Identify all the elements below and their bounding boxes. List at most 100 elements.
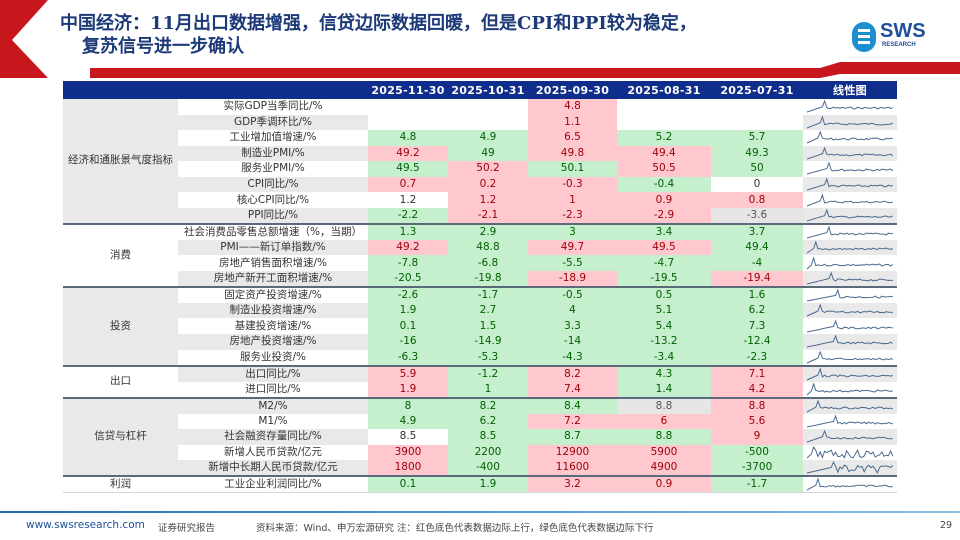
logo-subtext: RESEARCH xyxy=(882,42,916,48)
table-row: M1/% 4.9 6.2 7.2 6 5.6 xyxy=(63,413,897,430)
sparkline-graph xyxy=(806,303,893,317)
indicator-label: 房地产投资增速/% xyxy=(178,334,368,350)
value-cell: 4900 xyxy=(617,460,711,477)
value-cell: 50.5 xyxy=(617,161,711,177)
sparkline xyxy=(803,334,897,350)
value-cell: 0.1 xyxy=(368,475,448,494)
indicator-label: 出口同比/% xyxy=(178,364,368,382)
value-cell: 1.4 xyxy=(617,381,711,398)
indicator-label: 服务业PMI/% xyxy=(241,162,305,175)
value-cell: -5.5 xyxy=(528,255,617,271)
value-cell: 5.1 xyxy=(617,302,711,319)
value-cell: 0.8 xyxy=(711,192,803,208)
value-cell: 2200 xyxy=(448,444,528,461)
value-cell: 3900 xyxy=(368,444,448,461)
value-cell: 0.9 xyxy=(617,475,711,494)
value-cell: -19.5 xyxy=(617,270,711,287)
value-cell: 4.2 xyxy=(711,381,803,398)
sparkline xyxy=(803,285,897,303)
value-cell: -2.6 xyxy=(368,285,448,303)
value-cell: 3.4 xyxy=(617,222,711,240)
value-cell xyxy=(711,99,803,115)
table-row: 信贷与杠杆 M2/% 8 8.2 8.4 8.8 8.8 xyxy=(63,396,897,477)
value-cell xyxy=(368,115,448,131)
value-cell: 50.1 xyxy=(528,161,617,177)
sparkline-graph xyxy=(806,414,893,428)
sparkline-graph xyxy=(806,240,893,254)
sparkline xyxy=(803,414,897,430)
table-row: CPI同比/% 0.7 0.2 -0.3 -0.4 0 xyxy=(63,176,897,193)
value-cell: -5.3 xyxy=(448,349,528,366)
indicator-label: 房地产销售面积增速/% xyxy=(218,256,327,269)
value-cell: 49.4 xyxy=(711,239,803,256)
column-header: 线性图 xyxy=(803,81,897,99)
sparkline xyxy=(803,114,897,131)
table-header-row: 2025-11-30 2025-10-31 2025-09-30 2025-08-31… xyxy=(63,81,897,99)
indicator-table: 2025-11-30 2025-10-31 2025-09-30 2025-08-31… xyxy=(63,81,897,494)
value-cell: -18.9 xyxy=(528,270,617,287)
value-cell: 0.9 xyxy=(617,192,711,208)
sparkline xyxy=(803,381,897,398)
value-cell: 4.3 xyxy=(617,364,711,382)
table-row: 房地产投资增速/% -16 -14.9 -14 -13.2 -12.4 xyxy=(63,334,897,350)
value-cell: 49.2 xyxy=(368,145,448,162)
sparkline-graph xyxy=(806,461,894,475)
sparkline xyxy=(803,239,897,256)
indicator-label: 房地产新开工面积增速/% xyxy=(178,270,368,287)
value-cell: 9 xyxy=(711,429,803,445)
sparkline-graph xyxy=(806,445,894,459)
logo-icon xyxy=(852,22,876,52)
value-cell: -6.3 xyxy=(368,349,448,366)
table-row: 利润 工业企业利润同比/% 0.1 1.9 3.2 0.9 -1.7 xyxy=(63,475,897,494)
value-cell: 8.2 xyxy=(528,364,617,382)
table-row: 制造业投资增速/% 1.9 2.7 4 5.1 6.2 xyxy=(63,302,897,319)
indicator-label: PMI——新订单指数/% xyxy=(178,239,368,256)
indicator-label: 服务业投资/% xyxy=(239,350,306,363)
value-cell: -0.4 xyxy=(617,176,711,193)
sparkline-graph xyxy=(806,288,893,302)
value-cell: -500 xyxy=(711,444,803,461)
group-label: 出口 xyxy=(63,364,178,398)
value-cell xyxy=(617,115,711,131)
value-cell: 1.9 xyxy=(368,381,448,398)
value-cell: 7.3 xyxy=(711,318,803,335)
value-cell: 8 xyxy=(368,396,448,414)
group-label: 利润 xyxy=(63,475,178,494)
value-cell: 49.5 xyxy=(368,161,448,177)
value-cell: 1 xyxy=(528,192,617,208)
sparkline-graph xyxy=(806,161,894,175)
sparkline xyxy=(803,302,897,319)
value-cell: 0 xyxy=(753,178,761,190)
sparkline xyxy=(803,445,897,461)
table-row: 经济和通胀景气度指标 实际GDP当季同比/% 4.8 xyxy=(63,99,897,224)
value-cell: 8.5 xyxy=(399,430,417,443)
indicator-label: M1/% xyxy=(258,414,288,427)
sparkline-graph xyxy=(806,99,893,113)
page-number: 29 xyxy=(940,520,953,531)
footer-doc-type: 证券研究报告 xyxy=(158,523,216,534)
table-row: PMI——新订单指数/% 49.2 48.8 49.7 49.5 49.4 xyxy=(63,239,897,256)
sparkline-graph xyxy=(806,130,893,144)
value-cell: -3.4 xyxy=(617,349,711,366)
sparkline xyxy=(803,364,897,382)
footer-url[interactable]: www.swsresearch.com xyxy=(26,519,145,531)
indicator-label: 新增中长期人民币贷款/亿元 xyxy=(178,460,368,477)
value-cell: 0.7 xyxy=(368,176,448,193)
group-label: 消费 xyxy=(63,222,178,287)
value-cell: 8.2 xyxy=(448,396,528,414)
table-row: 社会融资存量同比/% 8.5 8.5 8.7 8.8 9 xyxy=(63,429,897,445)
indicator-label: 社会消费品零售总额增速（%，当期） xyxy=(178,222,368,240)
sws-logo: SWS RESEARCH xyxy=(852,20,942,56)
sparkline-graph xyxy=(806,399,893,413)
sparkline-graph xyxy=(806,429,893,443)
indicator-label: 固定资产投资增速/% xyxy=(178,285,368,303)
table-row: 服务业PMI/% 49.5 50.2 50.1 50.5 50 xyxy=(63,161,897,177)
indicator-label: PPI同比/% xyxy=(178,207,368,224)
value-cell: 6.2 xyxy=(448,413,528,430)
value-cell: 12900 xyxy=(528,444,617,461)
table-row: 制造业PMI/% 49.2 49 49.8 49.4 49.3 xyxy=(63,145,897,162)
value-cell: 49.7 xyxy=(528,239,617,256)
column-header: 2025-11-30 xyxy=(368,81,448,99)
sparkline xyxy=(803,192,897,208)
sparkline xyxy=(803,176,897,193)
